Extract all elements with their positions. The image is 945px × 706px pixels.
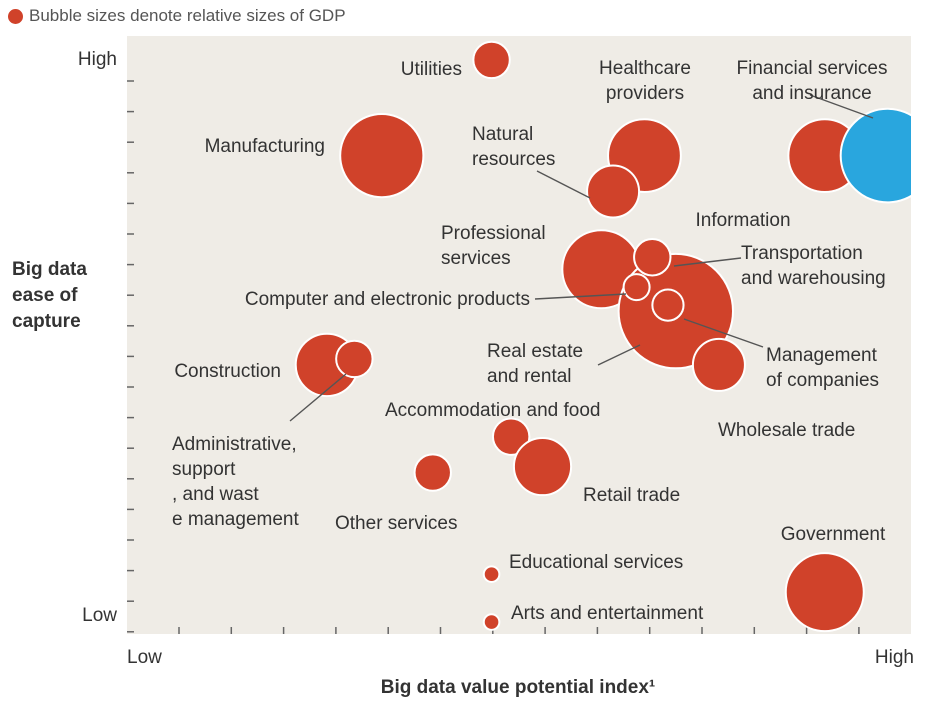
y-axis-title-line: capture — [12, 311, 81, 332]
bubble-label: Other services — [335, 513, 457, 534]
legend-text: Bubble sizes denote relative sizes of GD… — [29, 6, 346, 25]
x-axis-title: Big data value potential index¹ — [381, 677, 656, 698]
bubble — [839, 107, 911, 204]
bubble — [651, 288, 685, 322]
bubble — [482, 613, 501, 631]
y-tick-low: Low — [82, 605, 117, 626]
leader-line — [673, 257, 742, 267]
bubble-label: Information — [695, 210, 790, 231]
bubble — [622, 273, 651, 302]
bubble-label: Manufacturing — [205, 136, 325, 157]
leader-lines — [289, 94, 874, 422]
bubble-label: Accommodation and food — [385, 400, 600, 421]
bubble-label: Arts and entertainment — [511, 603, 704, 624]
bubble-label: Retail trade — [583, 485, 680, 506]
bubble-label: Financial services and insurance — [737, 58, 888, 104]
bubble-label: Real estate and rental — [487, 341, 583, 387]
leader-line — [597, 344, 641, 366]
bubble-label: Construction — [174, 361, 281, 382]
y-axis-title: Big data ease of capture — [12, 259, 92, 332]
legend-bubble-icon — [8, 8, 23, 24]
bubble — [633, 238, 672, 277]
bubble-label: Professional services — [441, 223, 546, 269]
bubble-label: Healthcare providers — [599, 58, 691, 104]
bubble-labels: Utilities Healthcare providers Financial se… — [172, 58, 888, 624]
bubble — [413, 453, 452, 492]
bubble-label: Government — [781, 524, 886, 545]
bubble — [491, 417, 531, 456]
bubble-label: Educational services — [509, 552, 683, 573]
bubble-label: Natural resources — [472, 124, 555, 170]
bubble — [472, 40, 511, 80]
bubble — [586, 164, 641, 219]
plot-area — [127, 36, 911, 634]
x-tick-low: Low — [127, 647, 162, 668]
y-tick-high: High — [78, 49, 117, 70]
bubble-label: Management of companies — [766, 345, 879, 391]
x-tick-high: High — [875, 647, 914, 668]
bubble-label: Transportation and warehousing — [741, 243, 886, 289]
y-axis-title-line: ease of — [12, 285, 78, 306]
bubble — [691, 337, 746, 392]
bubble-label: Utilities — [401, 59, 462, 80]
bubble — [339, 113, 425, 199]
axis-ticks — [127, 80, 860, 634]
leader-line — [534, 293, 627, 300]
leader-line — [536, 170, 591, 199]
bubble — [482, 565, 501, 584]
bubble-label: Wholesale trade — [718, 420, 855, 441]
bubble-label: Computer and electronic products — [245, 289, 530, 310]
bubble — [512, 436, 573, 497]
bubbles — [294, 40, 911, 633]
bubble — [784, 552, 865, 633]
bubble — [335, 339, 374, 379]
y-axis-title-line: Big data — [12, 259, 87, 280]
leader-line — [683, 318, 764, 348]
bubble-label: Administrative, support, and wast e manage… — [172, 434, 299, 530]
leader-line — [289, 373, 347, 422]
legend: Bubble sizes denote relative sizes of GD… — [8, 6, 346, 26]
leader-line — [809, 94, 874, 119]
